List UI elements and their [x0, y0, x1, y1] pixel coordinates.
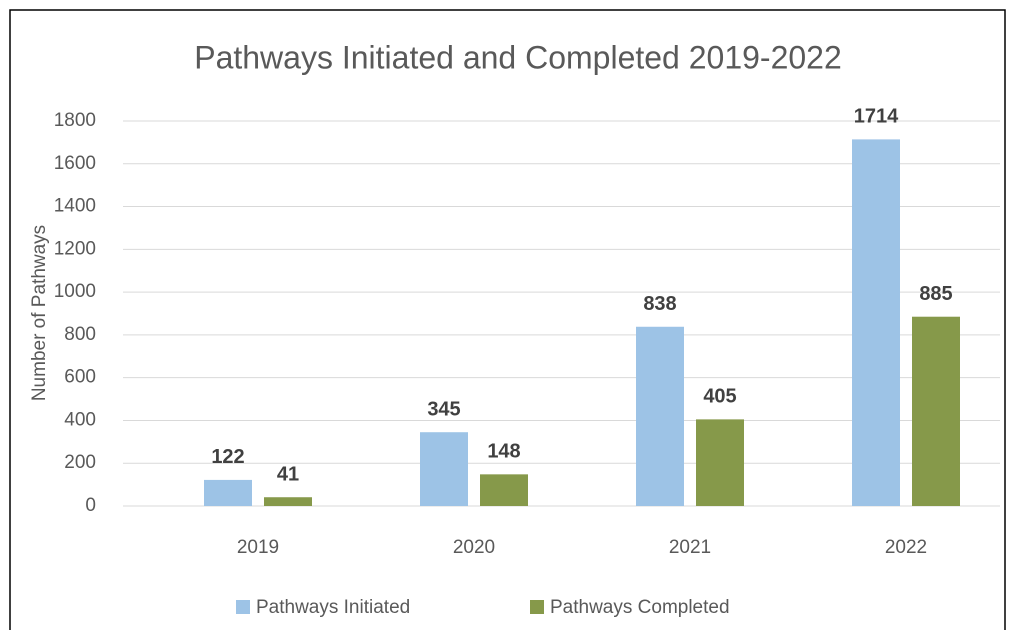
y-tick-label: 1400 [54, 196, 96, 217]
legend-swatch [530, 600, 544, 614]
legend-label: Pathways Completed [550, 597, 730, 618]
bar [204, 479, 252, 506]
y-tick-label: 600 [64, 367, 96, 388]
value-label: 345 [427, 398, 460, 420]
chart-frame [9, 9, 1006, 630]
x-tick-label: 2020 [453, 537, 495, 558]
bar [264, 497, 312, 506]
y-tick-label: 1800 [54, 110, 96, 131]
value-label: 122 [211, 446, 244, 468]
bar [420, 432, 468, 506]
y-tick-label: 200 [64, 452, 96, 473]
value-label: 405 [703, 386, 736, 408]
value-label: 885 [919, 283, 952, 305]
legend-swatch [236, 600, 250, 614]
x-tick-label: 2022 [885, 537, 927, 558]
value-label: 1714 [854, 106, 899, 128]
bar [636, 326, 684, 506]
value-label: 148 [487, 441, 520, 463]
y-tick-label: 1600 [54, 153, 96, 174]
x-tick-label: 2019 [237, 537, 279, 558]
value-label: 838 [643, 293, 676, 315]
y-axis-label: Number of Pathways [29, 225, 50, 401]
value-label: 41 [277, 464, 299, 486]
y-tick-label: 400 [64, 409, 96, 430]
bar [480, 474, 528, 506]
y-tick-label: 800 [64, 324, 96, 345]
y-tick-label: 1200 [54, 238, 96, 259]
y-tick-label: 0 [85, 495, 96, 516]
x-tick-label: 2021 [669, 537, 711, 558]
chart-title: Pathways Initiated and Completed 2019-20… [194, 39, 842, 75]
bar [852, 139, 900, 506]
legend-label: Pathways Initiated [256, 597, 410, 618]
bar [696, 419, 744, 506]
y-tick-label: 1000 [54, 281, 96, 302]
bar [912, 316, 960, 506]
